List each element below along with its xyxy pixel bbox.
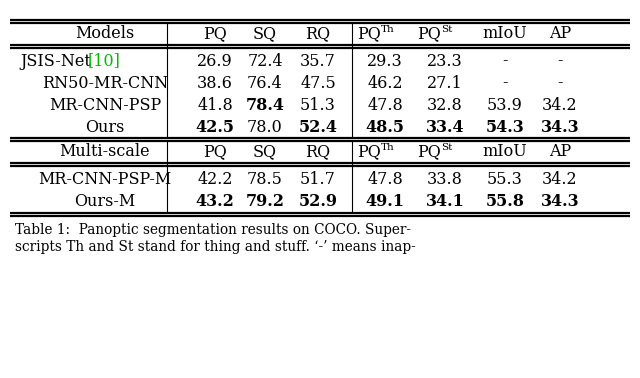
Text: St: St [441,25,452,34]
Text: 38.6: 38.6 [197,74,233,91]
Text: 48.5: 48.5 [365,118,404,135]
Text: 53.9: 53.9 [487,96,523,113]
Text: Table 1:  Panoptic segmentation results on COCO. Super-: Table 1: Panoptic segmentation results o… [15,223,411,237]
Text: 34.2: 34.2 [542,170,578,187]
Text: -: - [557,53,563,70]
Text: 34.3: 34.3 [541,118,579,135]
Text: RN50-MR-CNN: RN50-MR-CNN [42,74,168,91]
Text: -: - [502,53,508,70]
Text: 27.1: 27.1 [427,74,463,91]
Text: Ours: Ours [85,118,125,135]
Text: 79.2: 79.2 [246,192,285,209]
Text: 76.4: 76.4 [247,74,283,91]
Text: 33.4: 33.4 [426,118,464,135]
Text: 78.5: 78.5 [247,170,283,187]
Text: PQ: PQ [357,144,381,161]
Text: MR-CNN-PSP-M: MR-CNN-PSP-M [38,170,172,187]
Text: scripts Th and St stand for thing and stuff. ‘-’ means inap-: scripts Th and St stand for thing and st… [15,240,416,254]
Text: 78.0: 78.0 [247,118,283,135]
Text: Ours-M: Ours-M [74,192,136,209]
Text: 42.5: 42.5 [195,118,234,135]
Text: 41.8: 41.8 [197,96,233,113]
Text: -: - [557,74,563,91]
Text: AP: AP [549,144,571,161]
Text: MR-CNN-PSP: MR-CNN-PSP [49,96,161,113]
Text: 52.4: 52.4 [298,118,337,135]
Text: PQ: PQ [417,144,441,161]
Text: PQ: PQ [417,25,441,42]
Text: 42.2: 42.2 [197,170,233,187]
Text: 51.7: 51.7 [300,170,336,187]
Text: RQ: RQ [305,25,331,42]
Text: AP: AP [549,25,571,42]
Text: [10]: [10] [88,53,121,70]
Text: SQ: SQ [253,144,277,161]
Text: -: - [502,74,508,91]
Text: PQ: PQ [357,25,381,42]
Text: 47.8: 47.8 [367,170,403,187]
Text: 43.2: 43.2 [196,192,234,209]
Text: Models: Models [76,25,134,42]
Text: St: St [441,143,452,152]
Text: 29.3: 29.3 [367,53,403,70]
Text: PQ: PQ [203,144,227,161]
Text: 49.1: 49.1 [365,192,404,209]
Text: 35.7: 35.7 [300,53,336,70]
Text: mIoU: mIoU [483,144,527,161]
Text: RQ: RQ [305,144,331,161]
Text: 34.2: 34.2 [542,96,578,113]
Text: 33.8: 33.8 [427,170,463,187]
Text: 78.4: 78.4 [246,96,285,113]
Text: 52.9: 52.9 [298,192,337,209]
Text: 55.8: 55.8 [486,192,525,209]
Text: 34.3: 34.3 [541,192,579,209]
Text: Multi-scale: Multi-scale [60,144,150,161]
Text: Th: Th [381,143,395,152]
Text: SQ: SQ [253,25,277,42]
Text: 51.3: 51.3 [300,96,336,113]
Text: PQ: PQ [203,25,227,42]
Text: mIoU: mIoU [483,25,527,42]
Text: JSIS-Net: JSIS-Net [20,53,96,70]
Text: 26.9: 26.9 [197,53,233,70]
Text: Th: Th [381,25,395,34]
Text: 47.8: 47.8 [367,96,403,113]
Text: 72.4: 72.4 [247,53,283,70]
Text: 46.2: 46.2 [367,74,403,91]
Text: 23.3: 23.3 [427,53,463,70]
Text: 34.1: 34.1 [426,192,465,209]
Text: 47.5: 47.5 [300,74,336,91]
Text: 55.3: 55.3 [487,170,523,187]
Text: 32.8: 32.8 [427,96,463,113]
Text: 54.3: 54.3 [486,118,524,135]
